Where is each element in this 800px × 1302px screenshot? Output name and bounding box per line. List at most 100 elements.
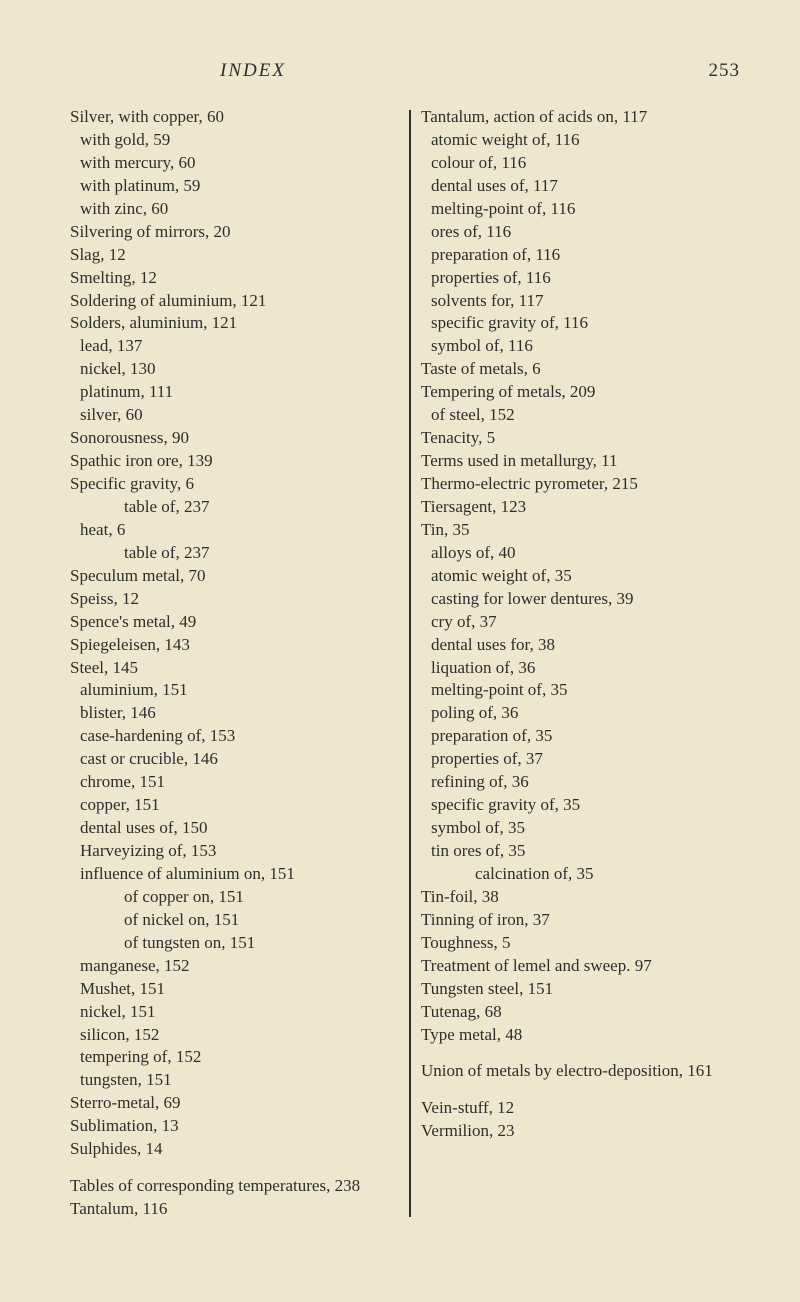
- index-entry: Smelting, 12: [94, 267, 403, 290]
- index-entry: Tantalum, action of acids on, 117: [445, 106, 750, 129]
- index-entry: aluminium, 151: [70, 679, 403, 702]
- index-entry: refining of, 36: [421, 771, 750, 794]
- index-entry: Speiss, 12: [94, 588, 403, 611]
- index-entry: Soldering of aluminium, 121: [94, 290, 403, 313]
- index-entry: tin ores of, 35: [421, 840, 750, 863]
- index-entry: Tenacity, 5: [445, 427, 750, 450]
- index-entry: Taste of metals, 6: [445, 358, 750, 381]
- index-entry: with mercury, 60: [70, 152, 403, 175]
- index-entry: Tungsten steel, 151: [445, 978, 750, 1001]
- index-entry: Speculum metal, 70: [94, 565, 403, 588]
- index-entry: Terms used in metallurgy, 11: [445, 450, 750, 473]
- index-entry: preparation of, 116: [421, 244, 750, 267]
- index-entry: tungsten, 151: [70, 1069, 403, 1092]
- index-entry: solvents for, 117: [421, 290, 750, 313]
- index-entry: dental uses for, 38: [421, 634, 750, 657]
- index-entry: Thermo-electric pyrometer, 215: [445, 473, 750, 496]
- index-entry: symbol of, 35: [421, 817, 750, 840]
- index-entry: Spathic iron ore, 139: [94, 450, 403, 473]
- index-entry: Tin, 35: [445, 519, 750, 542]
- index-entry: dental uses of, 150: [70, 817, 403, 840]
- spacer: [421, 1046, 750, 1060]
- index-entry: colour of, 116: [421, 152, 750, 175]
- index-entry: of copper on, 151: [70, 886, 403, 909]
- index-entry: properties of, 37: [421, 748, 750, 771]
- index-entry: Tinning of iron, 37: [445, 909, 750, 932]
- right-column: Tantalum, action of acids on, 117atomic …: [411, 106, 750, 1221]
- index-entry: heat, 6: [70, 519, 403, 542]
- index-entry: copper, 151: [70, 794, 403, 817]
- spacer: [421, 1083, 750, 1097]
- index-entry: cast or crucible, 146: [70, 748, 403, 771]
- spacer: [70, 1161, 403, 1175]
- index-entry: Harveyizing of, 153: [70, 840, 403, 863]
- index-entry: with gold, 59: [70, 129, 403, 152]
- index-entry: Spiegeleisen, 143: [94, 634, 403, 657]
- index-entry: specific gravity of, 35: [421, 794, 750, 817]
- index-entry: specific gravity of, 116: [421, 312, 750, 335]
- index-entry: melting-point of, 116: [421, 198, 750, 221]
- index-entry: of steel, 152: [421, 404, 750, 427]
- index-entry: blister, 146: [70, 702, 403, 725]
- index-entry: Treatment of lemel and sweep. 97: [445, 955, 750, 978]
- index-entry: dental uses of, 117: [421, 175, 750, 198]
- index-entry: casting for lower dentures, 39: [421, 588, 750, 611]
- index-entry: poling of, 36: [421, 702, 750, 725]
- index-entry: with zinc, 60: [70, 198, 403, 221]
- index-entry: ores of, 116: [421, 221, 750, 244]
- index-entry: with platinum, 59: [70, 175, 403, 198]
- index-entry: atomic weight of, 35: [421, 565, 750, 588]
- index-entry: tempering of, 152: [70, 1046, 403, 1069]
- index-entry: Slag, 12: [94, 244, 403, 267]
- index-entry: silver, 60: [70, 404, 403, 427]
- index-entry: atomic weight of, 116: [421, 129, 750, 152]
- index-entry: Vermilion, 23: [445, 1120, 750, 1143]
- index-entry: Spence's metal, 49: [94, 611, 403, 634]
- index-entry: manganese, 152: [70, 955, 403, 978]
- index-entry: Sublimation, 13: [94, 1115, 403, 1138]
- index-entry: calcination of, 35: [421, 863, 750, 886]
- index-entry: silicon, 152: [70, 1024, 403, 1047]
- index-entry: preparation of, 35: [421, 725, 750, 748]
- index-entry: Vein-stuff, 12: [445, 1097, 750, 1120]
- left-column: Silver, with copper, 60with gold, 59with…: [70, 106, 409, 1221]
- index-entry: liquation of, 36: [421, 657, 750, 680]
- index-entry: platinum, 111: [70, 381, 403, 404]
- index-entry: Steel, 145: [94, 657, 403, 680]
- index-entry: of tungsten on, 151: [70, 932, 403, 955]
- index-entry: nickel, 130: [70, 358, 403, 381]
- index-entry: Silver, with copper, 60: [94, 106, 403, 129]
- index-entry: chrome, 151: [70, 771, 403, 794]
- index-entry: influence of aluminium on, 151: [70, 863, 403, 886]
- index-entry: properties of, 116: [421, 267, 750, 290]
- index-entry: Tempering of metals, 209: [445, 381, 750, 404]
- index-entry: Tutenag, 68: [445, 1001, 750, 1024]
- index-entry: nickel, 151: [70, 1001, 403, 1024]
- index-entry: cry of, 37: [421, 611, 750, 634]
- index-entry: lead, 137: [70, 335, 403, 358]
- index-entry: Tables of corresponding temperatures, 23…: [94, 1175, 403, 1198]
- index-entry: Tin-foil, 38: [445, 886, 750, 909]
- index-entry: Sulphides, 14: [94, 1138, 403, 1161]
- index-entry: Tiersagent, 123: [445, 496, 750, 519]
- index-entry: Toughness, 5: [445, 932, 750, 955]
- index-entry: case-hardening of, 153: [70, 725, 403, 748]
- index-entry: Specific gravity, 6: [94, 473, 403, 496]
- index-entry: alloys of, 40: [421, 542, 750, 565]
- index-entry: Type metal, 48: [445, 1024, 750, 1047]
- index-entry: Mushet, 151: [70, 978, 403, 1001]
- index-entry: Sonorousness, 90: [94, 427, 403, 450]
- index-entry: Union of metals by electro-deposition, 1…: [445, 1060, 750, 1083]
- index-entry: table of, 237: [70, 542, 403, 565]
- index-entry: Sterro-metal, 69: [94, 1092, 403, 1115]
- page-header: INDEX 253: [70, 60, 750, 106]
- index-title: INDEX: [220, 60, 286, 82]
- index-entry: of nickel on, 151: [70, 909, 403, 932]
- index-entry: symbol of, 116: [421, 335, 750, 358]
- index-entry: melting-point of, 35: [421, 679, 750, 702]
- index-entry: Solders, aluminium, 121: [94, 312, 403, 335]
- index-columns: Silver, with copper, 60with gold, 59with…: [70, 106, 750, 1221]
- page-number: 253: [709, 60, 741, 82]
- index-entry: table of, 237: [70, 496, 403, 519]
- index-entry: Tantalum, 116: [94, 1198, 403, 1221]
